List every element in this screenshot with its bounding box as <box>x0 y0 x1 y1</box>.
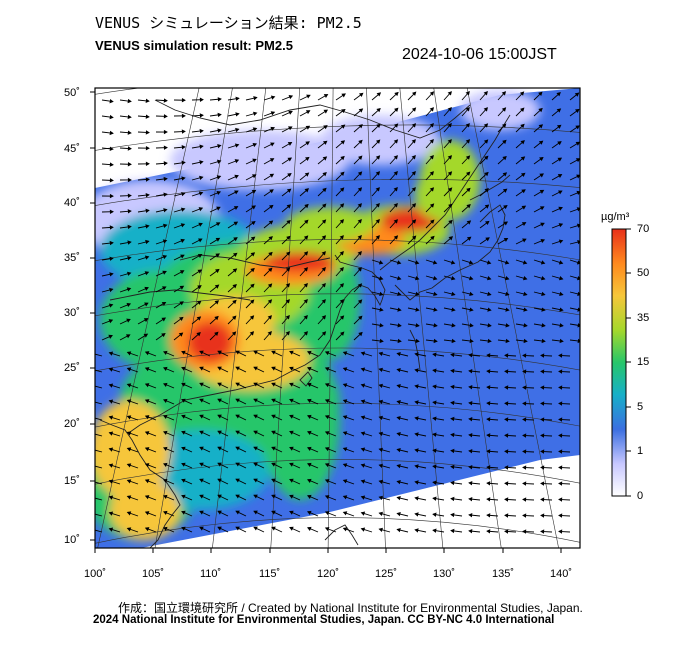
lon-label: 115˚ <box>259 568 280 580</box>
title-english: VENUS simulation result: PM2.5 <box>95 38 293 53</box>
lat-label: 10˚ <box>64 534 80 546</box>
colorbar-tick: 1 <box>637 445 644 457</box>
colorbar-tick: 0 <box>637 490 644 502</box>
colorbar-tick: 35 <box>637 312 650 324</box>
colorbar-unit: µg/m³ <box>601 211 630 223</box>
lat-label: 45˚ <box>64 143 80 155</box>
lon-label: 135˚ <box>492 568 514 580</box>
lat-label: 35˚ <box>64 252 80 264</box>
lat-label: 25˚ <box>64 362 80 374</box>
colorbar-tick: 5 <box>637 401 644 413</box>
map-frame <box>94 87 581 549</box>
latitude-labels: 50˚ 45˚ 40˚ 35˚ 30˚ 25˚ 20˚ 15˚ 10˚ <box>64 87 80 546</box>
lat-label: 15˚ <box>64 475 80 487</box>
colorbar-tick: 15 <box>637 356 650 368</box>
title-japanese: VENUS シミュレーション結果: PM2.5 <box>95 14 362 32</box>
copyright-text: 2024 National Institute for Environmenta… <box>93 614 555 626</box>
lat-label: 30˚ <box>64 307 80 319</box>
colorbar <box>611 228 627 497</box>
lon-label: 130˚ <box>433 568 455 580</box>
lon-label: 110˚ <box>200 568 221 580</box>
lon-label: 140˚ <box>550 568 572 580</box>
lon-label: 120˚ <box>317 568 339 580</box>
lat-label: 50˚ <box>64 87 80 99</box>
credit-text: 作成：国立環境研究所 / Created by National Institu… <box>118 601 583 615</box>
lon-label: 100˚ <box>84 568 106 580</box>
longitude-labels: 100˚ 105˚ 110˚ 115˚ 120˚ 125˚ 130˚ 135˚ … <box>84 568 572 580</box>
colorbar-tick: 50 <box>637 267 650 279</box>
lon-label: 105˚ <box>142 568 164 580</box>
pm25-concentration-field <box>95 90 540 540</box>
timestamp: 2024-10-06 15:00JST <box>402 46 557 63</box>
lon-label: 125˚ <box>375 568 397 580</box>
colorbar-tick: 70 <box>637 223 650 235</box>
lat-label: 20˚ <box>64 418 80 430</box>
lat-label: 40˚ <box>64 197 80 209</box>
wind-vectors <box>95 91 580 534</box>
